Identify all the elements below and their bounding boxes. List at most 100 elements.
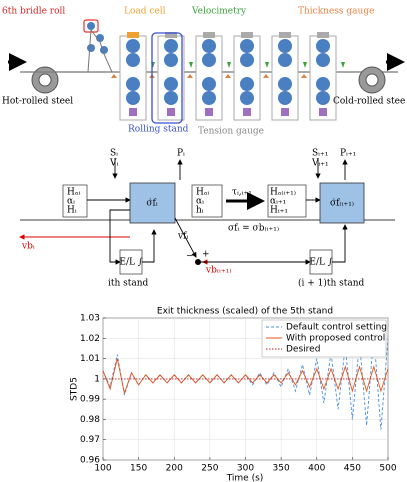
load-cell bbox=[279, 32, 291, 38]
label: + bbox=[202, 250, 210, 260]
roll bbox=[278, 53, 292, 67]
roll bbox=[202, 77, 216, 91]
label: vbᵢ bbox=[21, 242, 35, 252]
y-tick-label: 1 bbox=[94, 374, 100, 384]
y-axis-label: STD5 bbox=[70, 377, 80, 401]
gauge bbox=[319, 108, 327, 116]
label: Hᵢ₊₁ bbox=[270, 206, 288, 216]
label: − bbox=[186, 252, 194, 262]
label: E/L ∫ bbox=[119, 258, 142, 268]
shape bbox=[365, 73, 379, 87]
roll bbox=[164, 53, 178, 67]
y-tick-label: 0.96 bbox=[80, 456, 100, 466]
label: αᵢ bbox=[196, 197, 204, 207]
velocimeter bbox=[303, 62, 307, 68]
label: Hᵢ bbox=[67, 206, 77, 216]
y-tick-label: 0.98 bbox=[80, 415, 100, 425]
load-cell bbox=[203, 32, 215, 38]
tension-gauge bbox=[263, 74, 269, 78]
gauge bbox=[205, 108, 213, 116]
label: Load cell bbox=[124, 7, 166, 17]
roll bbox=[240, 77, 254, 91]
block-diagram: Sᵢ Vᵢ Pᵢ Hₐᵢ αᵢ Hᵢ σ̇fᵢ Hₐᵢ αᵢ hᵢ τᵢ,ᵢ₊₁… bbox=[19, 149, 395, 289]
label: σfᵢ = σb₍ᵢ₊₁₎ bbox=[228, 224, 279, 234]
roll bbox=[126, 77, 140, 91]
x-tick-label: 450 bbox=[344, 464, 361, 474]
roll bbox=[126, 53, 140, 67]
label: Hot-rolled steel bbox=[2, 97, 73, 107]
x-tick-label: 400 bbox=[308, 464, 325, 474]
label: Hₐᵢ bbox=[196, 188, 209, 198]
shape bbox=[111, 32, 345, 121]
label: 6th bridle roll bbox=[2, 7, 65, 17]
x-axis-label: Time (s) bbox=[226, 474, 264, 482]
roll bbox=[278, 77, 292, 91]
shape bbox=[87, 44, 95, 52]
shape bbox=[174, 217, 197, 258]
series-line bbox=[102, 358, 389, 395]
label: αᵢ₊₁ bbox=[270, 197, 286, 207]
velocimeter bbox=[227, 62, 231, 68]
label: σ̇fᵢ bbox=[146, 199, 157, 209]
label: E/L ∫ bbox=[309, 258, 332, 268]
shape bbox=[151, 32, 183, 124]
x-tick-label: 300 bbox=[237, 464, 254, 474]
label: Vᵢ bbox=[109, 159, 118, 169]
shape bbox=[38, 73, 52, 87]
tension-gauge bbox=[301, 74, 307, 78]
gauge bbox=[129, 108, 137, 116]
series-line bbox=[102, 334, 389, 430]
y-tick-label: 1.03 bbox=[80, 314, 100, 324]
roll bbox=[240, 39, 254, 53]
x-tick-label: 500 bbox=[379, 464, 396, 474]
y-tick-label: 1.01 bbox=[80, 354, 100, 364]
legend-label: With proposed control bbox=[286, 334, 385, 344]
shape bbox=[319, 182, 365, 224]
label: Thickness gauge bbox=[298, 7, 374, 17]
label: αᵢ bbox=[67, 197, 75, 207]
y-tick-label: 0.97 bbox=[80, 435, 100, 445]
label: (i + 1)th stand bbox=[298, 278, 365, 289]
y-tick-label: 1.02 bbox=[80, 334, 100, 344]
roll bbox=[316, 91, 330, 105]
roll bbox=[278, 39, 292, 53]
gauge bbox=[243, 108, 251, 116]
load-cell bbox=[241, 32, 253, 38]
chart-title: Exit thickness (scaled) of the 5th stand bbox=[157, 307, 333, 317]
shape bbox=[87, 22, 95, 30]
x-tick-label: 350 bbox=[273, 464, 290, 474]
roll bbox=[164, 91, 178, 105]
roll bbox=[126, 39, 140, 53]
roll bbox=[202, 39, 216, 53]
shape bbox=[62, 184, 88, 218]
label: hᵢ bbox=[196, 206, 204, 216]
label: vb₍ᵢ₊₁₎ bbox=[205, 266, 231, 276]
tension-gauge bbox=[187, 74, 193, 78]
chart: Exit thickness (scaled) of the 5th stand… bbox=[70, 307, 397, 482]
x-tick-label: 250 bbox=[201, 464, 218, 474]
y-tick-label: 0.99 bbox=[80, 395, 100, 405]
legend-box bbox=[261, 319, 387, 358]
label: Sᵢ₊₁ bbox=[312, 149, 328, 159]
shape bbox=[267, 184, 307, 218]
tension-gauge bbox=[225, 74, 231, 78]
label: Velocimetry bbox=[191, 7, 247, 17]
label: Hₐᵢ bbox=[67, 188, 80, 198]
label: Tension gauge bbox=[198, 127, 264, 137]
rolling-mill: 6th bridle roll Load cell Velocimetry Th… bbox=[2, 7, 405, 137]
load-cell bbox=[165, 32, 177, 38]
shape bbox=[332, 224, 348, 263]
label: Vᵢ₊₁ bbox=[311, 159, 329, 169]
roll bbox=[202, 91, 216, 105]
roll bbox=[164, 39, 178, 53]
load-cell bbox=[317, 32, 329, 38]
legend-label: Default control setting bbox=[286, 323, 387, 333]
label: Sᵢ bbox=[110, 149, 118, 159]
label: Cold-rolled stee bbox=[333, 97, 405, 107]
roll bbox=[126, 91, 140, 105]
roll bbox=[202, 53, 216, 67]
roll bbox=[316, 53, 330, 67]
tension-gauge bbox=[111, 74, 117, 78]
label: ith stand bbox=[108, 279, 149, 289]
